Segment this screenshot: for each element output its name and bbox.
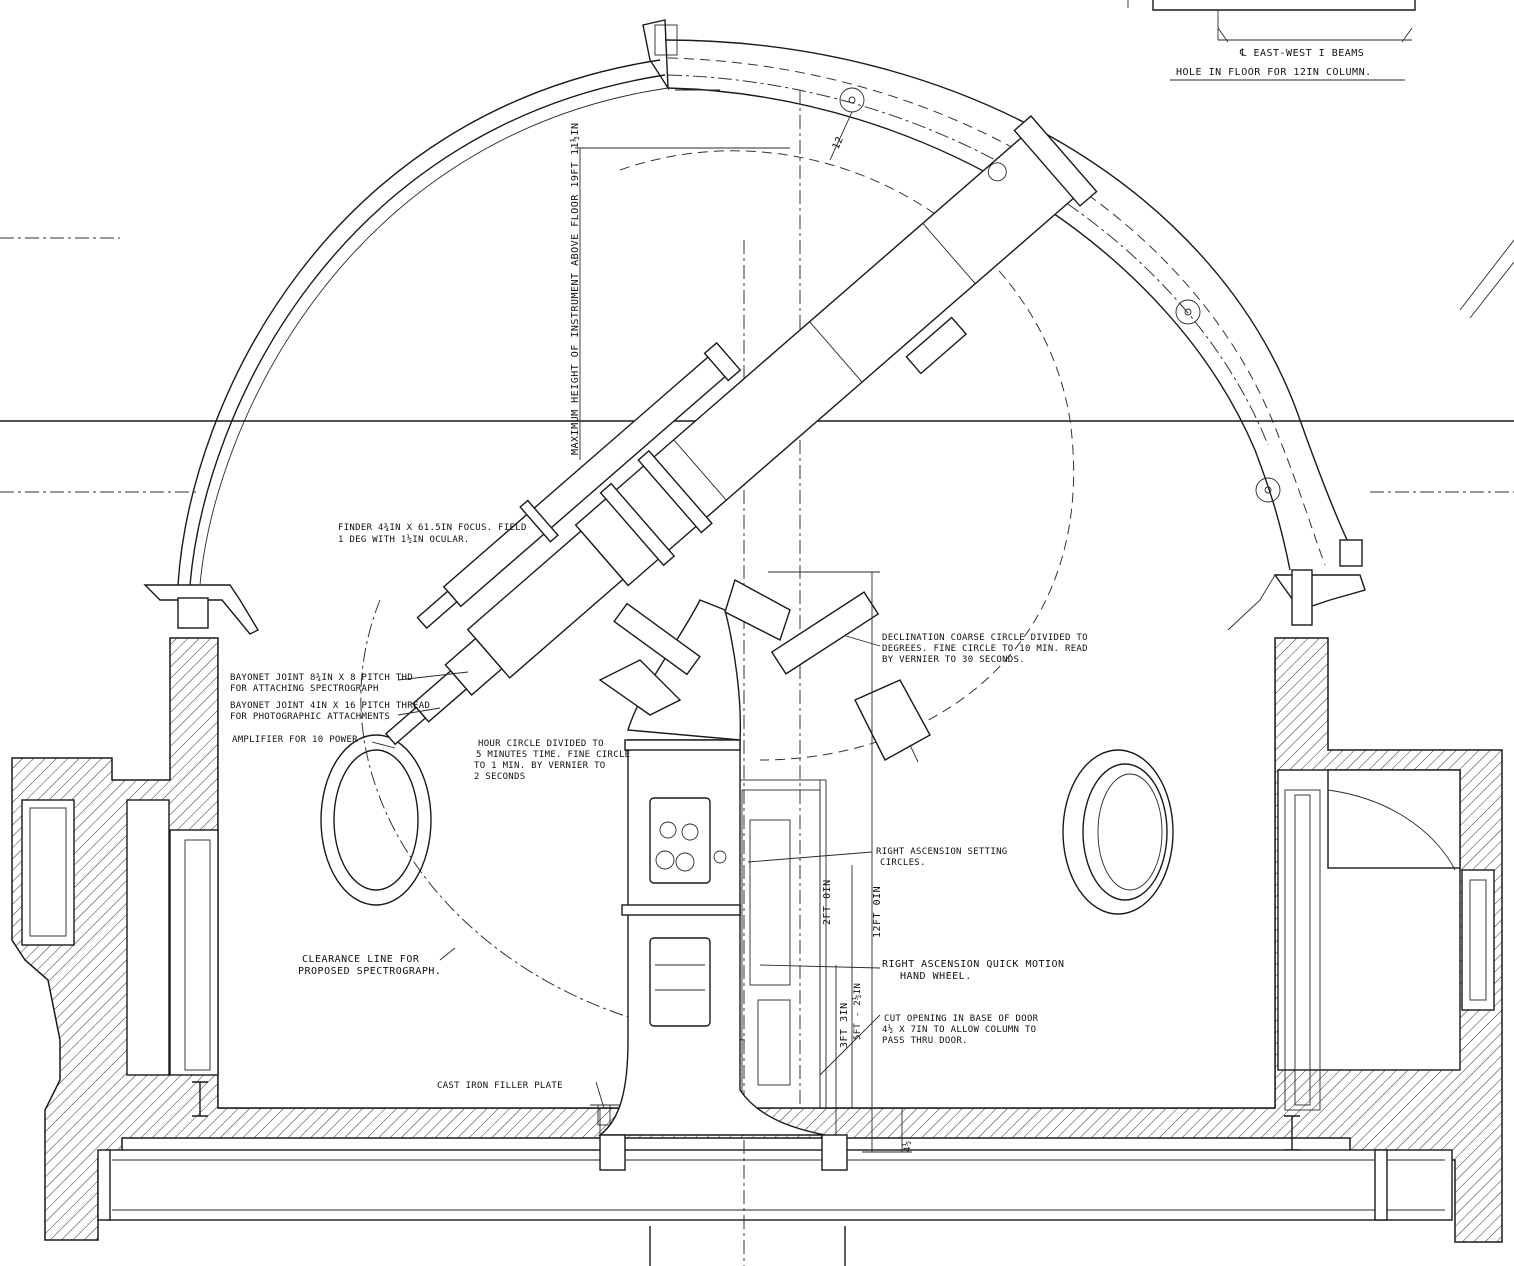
ra-setting-note-2: CIRCLES. — [880, 858, 926, 868]
handwheel-height-dim: 3FT 3IN — [839, 1002, 850, 1048]
hour-circle-note-2: 5 MINUTES TIME. FINE CIRCLE — [476, 750, 630, 760]
bayonet-2-note-1: BAYONET JOINT 4IN X 16 PITCH THREAD — [230, 701, 430, 711]
leader-lines — [371, 635, 881, 1109]
floor-thickness-dim: 4½ — [902, 1141, 913, 1152]
finder-note-2: 1 DEG WITH 1½IN OCULAR. — [338, 534, 470, 545]
door-cut-note-3: PASS THRU DOOR. — [882, 1036, 968, 1046]
max-height-dimension: MAXIMUM HEIGHT OF INSTRUMENT ABOVE FLOOR… — [569, 122, 790, 460]
dome: 12 — [143, 19, 1366, 635]
pier-height-dim: 12FT 0IN — [872, 886, 883, 938]
declination-note-3: BY VERNIER TO 30 SECONDS. — [882, 655, 1025, 665]
finder-note-1: FINDER 4¾IN X 61.5IN FOCUS. FIELD — [338, 523, 527, 533]
arc-radius-dim: 12 — [831, 135, 846, 151]
door-cut-note-1: CUT OPENING IN BASE OF DOOR — [884, 1014, 1039, 1024]
bayonet-2-note-2: FOR PHOTOGRAPHIC ATTACHMENTS — [230, 712, 390, 722]
clearance-note-2: PROPOSED SPECTROGRAPH. — [298, 966, 441, 977]
hour-circle-note-4: 2 SECONDS — [474, 772, 525, 782]
porthole-left — [320, 734, 432, 906]
ra-setting-note-1: RIGHT ASCENSION SETTING — [876, 847, 1008, 857]
sweep-circle — [619, 150, 1075, 761]
ra-quick-note-2: HAND WHEEL. — [900, 971, 972, 982]
hole-label: HOLE IN FLOOR FOR 12IN COLUMN. — [1176, 67, 1372, 78]
max-height-label: MAXIMUM HEIGHT OF INSTRUMENT ABOVE FLOOR… — [569, 122, 581, 455]
polar-axis-head — [598, 578, 931, 763]
door-cut-note-2: 4½ X 7IN TO ALLOW COLUMN TO — [882, 1024, 1036, 1035]
declination-note-2: DEGREES. FINE CIRCLE TO 10 MIN. READ — [882, 644, 1088, 654]
ra-circle-height-dim: 2FT 0IN — [822, 879, 833, 925]
ra-quick-note-1: RIGHT ASCENSION QUICK MOTION — [882, 959, 1065, 970]
door-cut-height-dim: 5FT - 2½IN — [852, 983, 863, 1040]
walls — [11, 637, 1503, 1266]
beam-label: ℄ EAST-WEST I BEAMS — [1239, 48, 1364, 59]
clearance-note-1: CLEARANCE LINE FOR — [302, 954, 420, 965]
annotations: FINDER 4¾IN X 61.5IN FOCUS. FIELD 1 DEG … — [230, 523, 1088, 1091]
filler-plate-note: CAST IRON FILLER PLATE — [437, 1081, 563, 1091]
telescope-tube — [384, 115, 1098, 746]
bayonet-1-note-2: FOR ATTACHING SPECTROGRAPH — [230, 684, 379, 694]
hour-circle-note-1: HOUR CIRCLE DIVIDED TO — [478, 739, 604, 749]
pier — [590, 739, 848, 1171]
bayonet-1-note-1: BAYONET JOINT 8¾IN X 8 PITCH THD — [230, 673, 413, 683]
beam-detail: ℄ EAST-WEST I BEAMS HOLE IN FLOOR FOR 12… — [1127, 0, 1416, 81]
pier-dimensions: 12FT 0IN 2FT 0IN 3FT 3IN 5FT - 2½IN 4½ — [768, 571, 913, 1153]
amplifier-note: AMPLIFIER FOR 10 POWER — [232, 735, 358, 745]
hour-circle-note-3: TO 1 MIN. BY VERNIER TO — [474, 761, 606, 771]
declination-note-1: DECLINATION COARSE CIRCLE DIVIDED TO — [882, 633, 1088, 643]
porthole-right — [1062, 749, 1174, 915]
edge-lines — [1459, 239, 1514, 319]
